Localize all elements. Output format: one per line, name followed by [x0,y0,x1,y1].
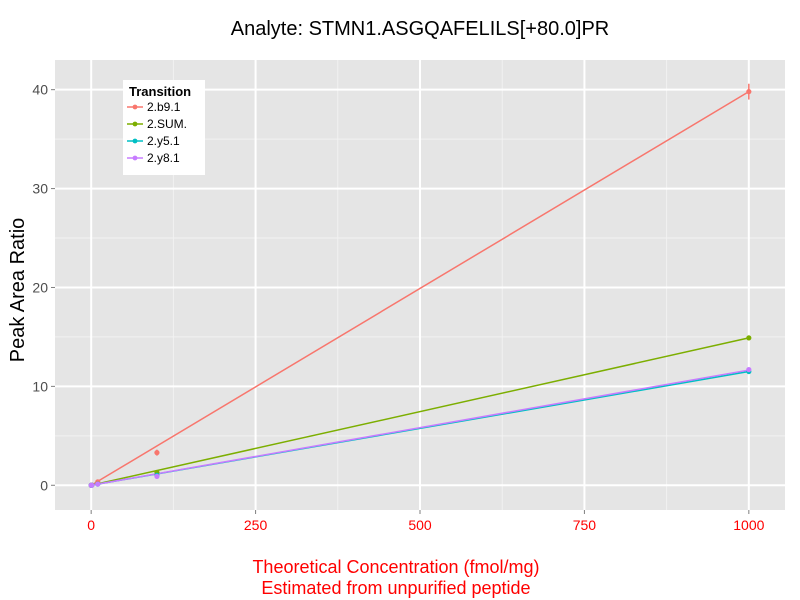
x-tick-label: 750 [573,517,597,533]
legend: Transition 2.b9.1 2.SUM. 2.y5.1 2.y8.1 [123,80,205,175]
data-points [88,89,752,488]
data-point-2-y8-1 [95,481,101,487]
legend-label-2-sum: 2.SUM. [147,117,187,131]
data-point-2-y8-1 [154,473,160,479]
x-axis-ticks: 0 250 500 750 1000 [87,510,765,533]
legend-label-2-b9-1: 2.b9.1 [147,100,181,114]
legend-key-point-2-sum [132,121,138,127]
x-axis-title-line-1: Theoretical Concentration (fmol/mg) [252,557,539,577]
data-point-2-b9-1 [154,450,160,456]
y-tick-label: 30 [32,181,48,197]
data-point-2-y8-1 [746,366,752,373]
y-tick-label: 20 [32,279,48,295]
y-axis-title: Peak Area Ratio [7,218,29,363]
fit-lines [90,91,750,487]
chart-title: Analyte: STMN1.ASGQAFELILS[+80.0]PR [231,18,610,40]
y-tick-label: 0 [40,477,48,493]
fit-line-2-y8-1 [91,369,749,487]
y-axis-ticks: 0 10 20 30 40 [32,82,55,493]
x-axis-title-line-2: Estimated from unpurified peptide [261,578,530,598]
x-tick-label: 500 [408,517,432,533]
legend-key-point-2-y8-1 [132,155,138,161]
fit-line-2-b9-1 [90,91,750,486]
y-tick-label: 40 [32,82,48,98]
legend-items: 2.b9.1 2.SUM. 2.y5.1 2.y8.1 [127,100,187,165]
legend-key-point-2-y5-1 [132,138,138,144]
data-point-2-sum [746,335,752,341]
legend-key-point-2-b9-1 [132,104,138,110]
data-point-2-b9-1 [746,89,752,95]
legend-label-2-y5-1: 2.y5.1 [147,134,180,148]
y-tick-label: 10 [32,378,48,394]
data-point-2-y8-1 [89,482,95,488]
x-tick-label: 1000 [733,517,764,533]
x-tick-label: 250 [244,517,268,533]
legend-label-2-y8-1: 2.y8.1 [147,151,180,165]
fit-line-2-sum [91,337,749,487]
x-tick-label: 0 [87,517,95,533]
legend-title: Transition [129,84,191,99]
